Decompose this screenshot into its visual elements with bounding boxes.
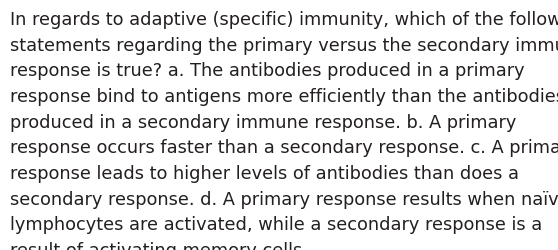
Text: response leads to higher levels of antibodies than does a: response leads to higher levels of antib…: [10, 164, 519, 182]
Text: response occurs faster than a secondary response. c. A primary: response occurs faster than a secondary …: [10, 139, 558, 157]
Text: produced in a secondary immune response. b. A primary: produced in a secondary immune response.…: [10, 113, 516, 131]
Text: response bind to antigens more efficiently than the antibodies: response bind to antigens more efficient…: [10, 88, 558, 106]
Text: secondary response. d. A primary response results when naïve: secondary response. d. A primary respons…: [10, 190, 558, 208]
Text: lymphocytes are activated, while a secondary response is a: lymphocytes are activated, while a secon…: [10, 215, 542, 233]
Text: response is true? a. The antibodies produced in a primary: response is true? a. The antibodies prod…: [10, 62, 525, 80]
Text: statements regarding the primary versus the secondary immune: statements regarding the primary versus …: [10, 37, 558, 55]
Text: result of activating memory cells.: result of activating memory cells.: [10, 241, 308, 250]
Text: In regards to adaptive (specific) immunity, which of the following: In regards to adaptive (specific) immuni…: [10, 11, 558, 29]
